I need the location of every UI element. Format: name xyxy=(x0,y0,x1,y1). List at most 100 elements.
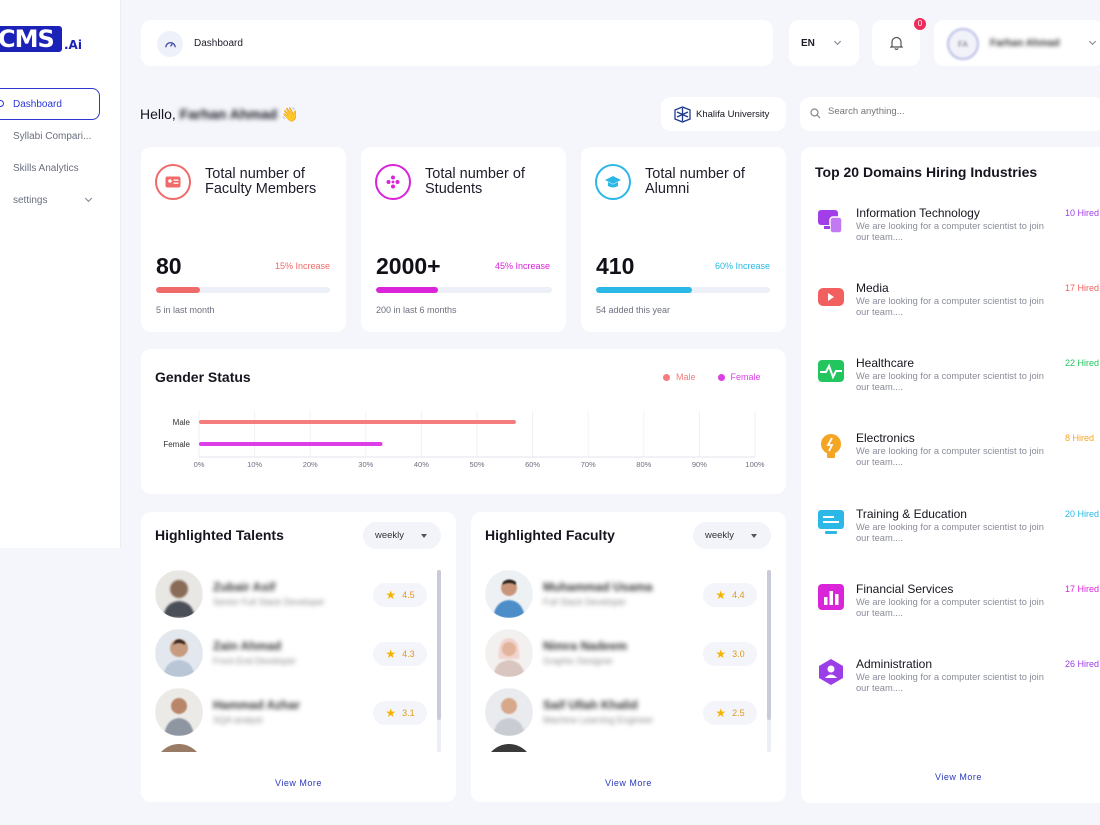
search-bar[interactable] xyxy=(800,97,1100,131)
domain-hired-count: 8 Hired xyxy=(1065,433,1095,443)
chevron-down-icon xyxy=(833,37,842,46)
rating-badge: ★ 3.0 xyxy=(703,642,757,666)
domain-name: Information Technology xyxy=(856,206,980,220)
x-tick-label: 80% xyxy=(636,460,651,469)
stat-change: 60% Increase xyxy=(714,261,770,271)
avatar xyxy=(485,570,533,618)
avatar xyxy=(155,629,203,677)
avatar xyxy=(485,688,533,736)
university-logo-icon xyxy=(674,106,691,123)
stat-card-faculty: Total number of Faculty Members 80 15% I… xyxy=(141,147,346,332)
domains-view-more-link[interactable]: View More xyxy=(935,772,982,782)
chart-legend: Male Female xyxy=(663,372,761,382)
list-item[interactable]: Information Technology We are looking fo… xyxy=(816,206,1100,256)
person-name: Nimra Nadeem xyxy=(543,639,628,653)
search-input[interactable] xyxy=(828,106,1088,117)
star-icon: ★ xyxy=(715,588,727,602)
domain-description: We are looking for a computer scientist … xyxy=(856,221,1044,242)
domain-description: We are looking for a computer scientist … xyxy=(856,522,1044,543)
sidebar-item-syllabi-comparison[interactable]: Syllabi Compari... xyxy=(0,120,100,152)
list-item[interactable]: Nimra Nadeem Graphic Designer ★ 3.0 xyxy=(485,629,765,679)
x-tick-label: 90% xyxy=(692,460,707,469)
scrollbar-thumb[interactable] xyxy=(767,570,771,720)
x-tick-label: 20% xyxy=(303,460,318,469)
y-category-label: Female xyxy=(163,440,190,449)
sidebar-item-label: Skills Analytics xyxy=(13,162,79,174)
person-name: Saif Ullah Khalid xyxy=(543,698,638,712)
greeting-hello: Hello, xyxy=(140,106,176,122)
list-item[interactable]: Healthcare We are looking for a computer… xyxy=(816,356,1100,406)
star-icon: ★ xyxy=(715,647,727,661)
faculty-scrollbar[interactable] xyxy=(767,570,771,752)
list-item[interactable]: Electronics We are looking for a compute… xyxy=(816,431,1100,481)
stat-change: 45% Increase xyxy=(494,261,550,271)
list-item[interactable]: Saif Ullah Khalid Machine Learning Engin… xyxy=(485,688,765,738)
bulb-icon xyxy=(821,434,841,458)
notification-button[interactable]: 0 xyxy=(872,18,926,66)
domain-name: Administration xyxy=(856,657,933,671)
person-name: Zain Ahmad xyxy=(213,639,282,653)
top-domains-title: Top 20 Domains Hiring Industries xyxy=(815,164,1038,180)
domain-description: We are looking for a computer scientist … xyxy=(856,371,1044,392)
faculty-title: Highlighted Faculty xyxy=(485,527,615,543)
user-menu[interactable]: FA Farhan Ahmad xyxy=(934,20,1100,66)
sidebar-item-skills-analytics[interactable]: Skills Analytics xyxy=(0,152,100,184)
list-item[interactable]: Media We are looking for a computer scie… xyxy=(816,281,1100,331)
faculty-period-select[interactable]: weekly xyxy=(693,522,771,549)
rating-value: 3.1 xyxy=(402,708,415,718)
rating-badge: ★ 4.4 xyxy=(703,583,757,607)
domain-hired-count: 10 Hired xyxy=(1065,208,1100,218)
person-role: Senior Full Stack Developer xyxy=(213,597,325,607)
rating-value: 4.5 xyxy=(402,590,415,600)
user-hexagon-icon xyxy=(819,659,843,685)
sidebar-item-dashboard[interactable]: Dashboard xyxy=(0,88,100,120)
person-name: Muhammad Usama xyxy=(543,580,653,594)
x-tick-label: 10% xyxy=(247,460,262,469)
list-item[interactable]: Hammad Azhar SQA analyst ★ 3.1 xyxy=(155,688,435,738)
star-icon: ★ xyxy=(385,706,397,720)
person-role: Graphic Designer xyxy=(543,656,614,666)
list-item[interactable]: Zain Ahmad Front End Developer ★ 4.3 xyxy=(155,629,435,679)
faculty-view-more-link[interactable]: View More xyxy=(605,778,652,788)
header-page-title: Dashboard xyxy=(194,38,243,49)
rating-value: 3.0 xyxy=(732,649,745,659)
legend-label-male: Male xyxy=(676,372,696,382)
stat-value: 2000+ xyxy=(376,253,441,279)
x-tick-label: 60% xyxy=(525,460,540,469)
list-item-partial xyxy=(485,744,533,752)
list-item[interactable]: Muhammad Usama Full Stack Developer ★ 4.4 xyxy=(485,570,765,620)
person-role: SQA analyst xyxy=(213,715,263,725)
language-select[interactable]: EN xyxy=(789,20,859,66)
rating-value: 2.5 xyxy=(732,708,745,718)
header-breadcrumb-bar: Dashboard xyxy=(141,20,773,66)
domain-name: Financial Services xyxy=(856,582,954,596)
domain-name: Healthcare xyxy=(856,356,915,370)
list-item[interactable]: Financial Services We are looking for a … xyxy=(816,582,1100,632)
x-tick-label: 50% xyxy=(469,460,484,469)
scrollbar-thumb[interactable] xyxy=(437,570,441,720)
caret-down-icon xyxy=(751,534,757,538)
person-name: Hammad Azhar xyxy=(213,698,300,712)
sidebar: CMS .Ai Dashboard Syllabi Compari... Ski… xyxy=(0,0,121,548)
sidebar-item-settings[interactable]: settings xyxy=(0,184,100,216)
x-tick-label: 0% xyxy=(194,460,205,469)
talents-scrollbar[interactable] xyxy=(437,570,441,752)
talents-view-more-link[interactable]: View More xyxy=(275,778,322,788)
list-item[interactable]: Administration We are looking for a comp… xyxy=(816,657,1100,707)
list-item[interactable]: Zubair Asif Senior Full Stack Developer … xyxy=(155,570,435,620)
stat-progress-bar xyxy=(596,287,770,293)
stat-subtext: 200 in last 6 months xyxy=(376,305,457,315)
list-item[interactable]: Training & Education We are looking for … xyxy=(816,507,1100,557)
highlighted-talents-card: Highlighted Talents weekly Zubair Asif S… xyxy=(141,512,456,802)
bar-female xyxy=(199,442,383,446)
domain-description: We are looking for a computer scientist … xyxy=(856,296,1044,317)
talents-period-select[interactable]: weekly xyxy=(363,522,441,549)
star-icon: ★ xyxy=(385,647,397,661)
id-card-icon xyxy=(155,164,191,200)
highlighted-faculty-card: Highlighted Faculty weekly Muhammad Usam… xyxy=(471,512,786,802)
domain-description: We are looking for a computer scientist … xyxy=(856,672,1044,693)
chevron-down-icon xyxy=(84,194,93,203)
stat-progress-bar xyxy=(156,287,330,293)
domain-hired-count: 17 Hired xyxy=(1065,584,1100,594)
legend-label-female: Female xyxy=(730,372,761,382)
